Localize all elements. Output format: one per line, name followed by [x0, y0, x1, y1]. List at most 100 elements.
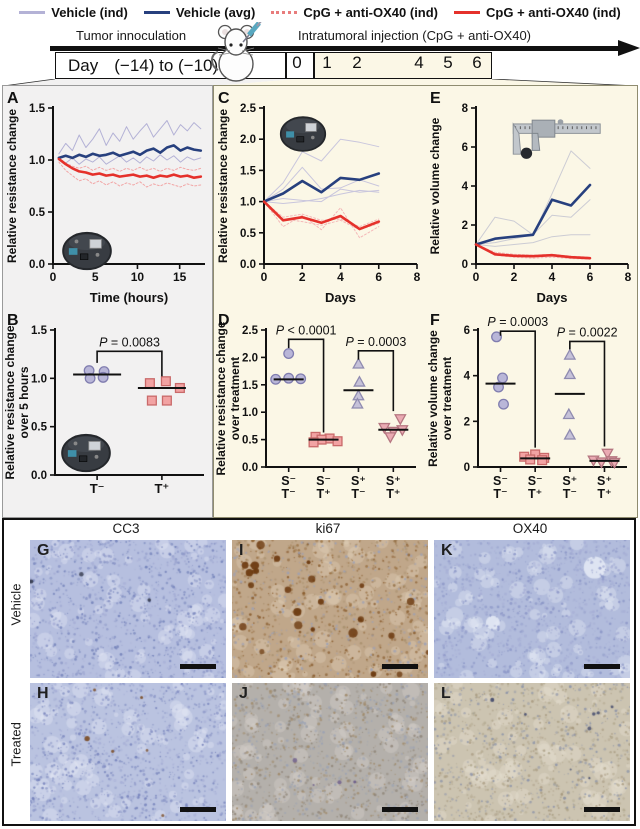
panel-letter: G: [37, 542, 50, 559]
intratumoral-injection-label: Intratumoral injection (CpG + anti-OX40): [298, 28, 532, 43]
svg-text:1.0: 1.0: [240, 197, 256, 209]
figure-legend: Vehicle (ind) Vehicle (avg) CpG + anti-O…: [0, 0, 640, 24]
svg-text:2: 2: [511, 270, 518, 284]
svg-text:T⁻: T⁻: [90, 481, 105, 496]
svg-text:S⁺T⁻: S⁺ T⁻: [351, 474, 366, 501]
legend-label: Vehicle (ind): [51, 4, 128, 20]
vehicle-avg-line-swatch: [143, 10, 170, 14]
mouse-injection-icon: [206, 19, 264, 84]
svg-text:P = 0.0083: P = 0.0083: [99, 335, 160, 349]
svg-text:0: 0: [50, 270, 57, 284]
legend-item-vehicle-avg: Vehicle (avg): [143, 5, 255, 20]
svg-text:2.0: 2.0: [242, 352, 258, 364]
panel-d-resistance-scatter-chart: 0.0 0.5 1.0 1.5 2.0 2.5 Relative resistance ch…: [214, 312, 416, 501]
svg-text:0: 0: [464, 462, 470, 474]
svg-text:B: B: [7, 312, 19, 329]
svg-text:0: 0: [462, 259, 468, 271]
svg-text:Relative volume change: Relative volume change: [426, 330, 440, 467]
sensor-device-image: [61, 230, 113, 272]
svg-text:0.0: 0.0: [29, 259, 45, 271]
svg-text:1.0: 1.0: [242, 407, 258, 419]
panel-b-resistance-scatter-chart: 0.0 0.5 1.0 1.5 Relative resistance change ov…: [3, 312, 204, 496]
svg-text:0: 0: [261, 270, 268, 284]
svg-text:S⁻T⁺: S⁻ T⁺: [528, 474, 543, 501]
day-number: 1: [322, 53, 332, 72]
svg-text:1.5: 1.5: [29, 103, 46, 115]
svg-text:8: 8: [414, 270, 421, 284]
histology-panel-k: K: [434, 540, 630, 678]
svg-text:4: 4: [462, 181, 469, 193]
svg-text:1.5: 1.5: [31, 325, 48, 337]
scale-bar: [180, 807, 216, 812]
histology-panel-h: H: [30, 683, 226, 821]
svg-text:6: 6: [464, 325, 470, 337]
svg-text:0.5: 0.5: [242, 435, 259, 447]
histology-image: [434, 683, 630, 821]
svg-text:6: 6: [375, 270, 382, 284]
svg-text:D: D: [218, 312, 230, 329]
svg-text:0.5: 0.5: [240, 228, 257, 240]
svg-text:0.5: 0.5: [31, 422, 48, 434]
svg-text:Days: Days: [536, 290, 567, 305]
svg-text:1.5: 1.5: [242, 380, 259, 392]
svg-text:2.5: 2.5: [240, 103, 257, 115]
legend-item-cpg-ind: CpG + anti-OX40 (ind): [271, 5, 438, 20]
row-label-vehicle: Vehicle: [8, 583, 24, 626]
tumor-innoculation-label: Tumor innoculation: [76, 28, 187, 43]
svg-text:S⁻T⁻: S⁻ T⁻: [281, 474, 296, 501]
svg-text:5: 5: [92, 270, 99, 284]
svg-text:8: 8: [625, 270, 632, 284]
scale-bar: [584, 664, 620, 669]
day-zero-cell: [286, 52, 314, 79]
svg-text:S⁺T⁺: S⁺ T⁺: [597, 474, 612, 501]
panel-a-resistance-line-chart: 0.0 0.5 1.0 1.5 Relative resistance change A 0…: [5, 90, 205, 305]
svg-text:A: A: [7, 90, 19, 107]
svg-text:F: F: [430, 312, 440, 329]
scale-bar: [382, 807, 418, 812]
svg-text:over treatment: over treatment: [440, 357, 454, 440]
panel-e-volume-line-chart: 0 2 4 6 8 Relative volume change E 0 2 4 6 8 Days: [428, 90, 632, 305]
histology-image: [30, 540, 226, 678]
svg-text:S⁺T⁻: S⁺ T⁻: [562, 474, 577, 501]
svg-text:P = 0.0003: P = 0.0003: [345, 335, 406, 349]
histology-image: [30, 683, 226, 821]
svg-text:S⁻T⁻: S⁻ T⁻: [493, 474, 508, 501]
svg-text:0.5: 0.5: [29, 207, 46, 219]
svg-text:10: 10: [131, 270, 145, 284]
scale-bar: [382, 664, 418, 669]
day-number: 2: [352, 53, 362, 72]
legend-item-cpg-avg: CpG + anti-OX40 (ind): [454, 5, 621, 20]
svg-text:0.0: 0.0: [240, 259, 256, 271]
svg-text:Days: Days: [325, 290, 356, 305]
timeline-bar: [50, 46, 620, 51]
svg-text:P = 0.0022: P = 0.0022: [557, 325, 618, 339]
timeline-connector-shapes: [2, 79, 638, 86]
svg-text:S⁺T⁺: S⁺ T⁺: [386, 474, 401, 501]
histology-panel-g: G: [30, 540, 226, 678]
panel-letter: I: [239, 542, 244, 559]
sensor-panels-section: 0.0 0.5 1.0 1.5 Relative resistance change A 0…: [2, 85, 213, 518]
panel-f-volume-scatter-chart: 0 2 4 6 Relative volume change over treatment…: [426, 312, 627, 501]
svg-text:E: E: [430, 90, 441, 107]
stain-column-header-cc3: CC3: [112, 521, 140, 536]
stain-column-header-ki67: ki67: [315, 521, 341, 536]
cpg-avg-line-swatch: [454, 10, 481, 14]
svg-text:4: 4: [337, 270, 344, 284]
svg-text:0: 0: [473, 270, 480, 284]
svg-text:2: 2: [464, 416, 470, 428]
scale-bar: [584, 807, 620, 812]
day-number: 5: [443, 53, 453, 72]
svg-text:1.0: 1.0: [29, 155, 45, 167]
svg-text:2.5: 2.5: [242, 325, 259, 337]
svg-text:C: C: [218, 90, 230, 107]
svg-text:4: 4: [464, 371, 471, 383]
svg-text:Relative resistance change: Relative resistance change: [5, 109, 19, 263]
day-number: 0: [292, 53, 302, 72]
svg-text:Relative volume change: Relative volume change: [428, 117, 442, 254]
caliper-image: [500, 116, 604, 164]
cpg-ind-line-swatch: [271, 10, 298, 14]
svg-text:T⁺: T⁺: [154, 481, 169, 496]
day-number: 6: [472, 53, 482, 72]
panel-c-resistance-line-chart: 0.0 0.5 1.0 1.5 2.0 2.5 Relative resistance ch…: [216, 90, 421, 305]
